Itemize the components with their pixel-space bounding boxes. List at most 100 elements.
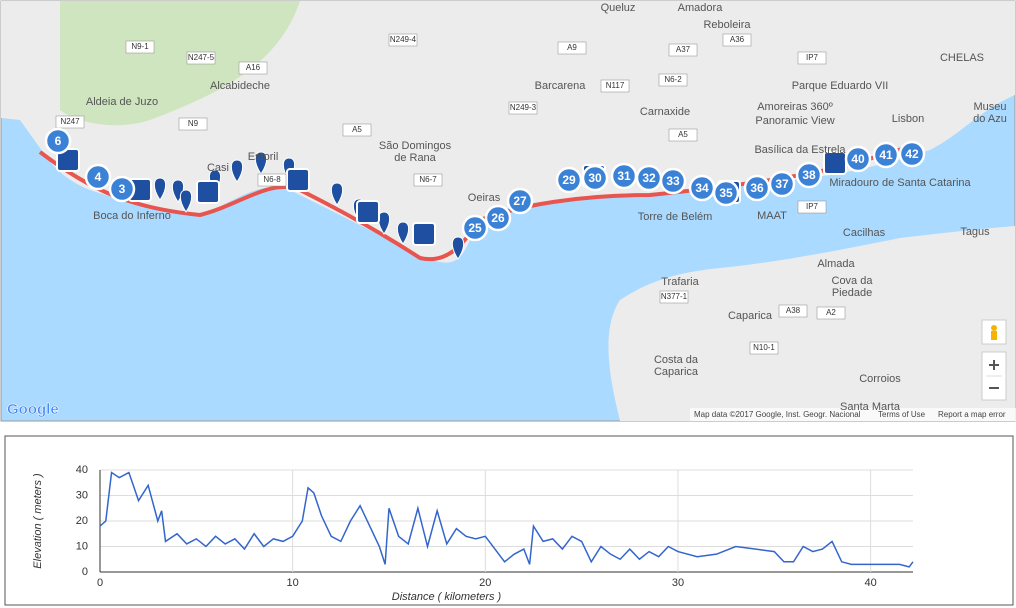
place-label: Barcarena (535, 80, 587, 92)
facility-icon[interactable] (412, 222, 436, 246)
km-marker-label: 37 (775, 177, 789, 191)
y-tick-label: 10 (76, 540, 88, 552)
road-shield (257, 173, 287, 187)
chart-frame (4, 435, 1014, 606)
km-marker[interactable] (659, 167, 687, 195)
y-tick-label: 0 (82, 566, 88, 578)
road-label: IP7 (806, 53, 819, 62)
place-label: MAAT (757, 210, 787, 222)
km-marker[interactable] (84, 163, 112, 191)
road-label: A2 (826, 308, 836, 317)
km-marker-label: 42 (905, 147, 919, 161)
km-marker-label: 41 (879, 148, 893, 162)
place-label: Torre de Belém (638, 211, 713, 223)
road-shield (797, 200, 827, 214)
km-marker[interactable] (712, 179, 740, 207)
km-marker-label: 27 (513, 194, 527, 208)
pin[interactable] (451, 236, 465, 260)
road-label: N249-3 (510, 103, 537, 112)
y-tick-label: 40 (76, 464, 88, 476)
x-axis-label: Distance ( kilometers ) (392, 591, 502, 603)
road-shield (557, 41, 587, 55)
road-shield (816, 306, 846, 320)
place-label: Trafaria (661, 276, 699, 288)
road-shield (125, 40, 155, 54)
km-marker-label: 36 (750, 181, 764, 195)
pin[interactable] (377, 211, 391, 235)
pin[interactable] (230, 159, 244, 183)
place-label: Basílica da Estrela (754, 144, 846, 156)
road-shield (413, 173, 443, 187)
pegman[interactable] (981, 319, 1007, 345)
south-land (608, 226, 1015, 421)
road-label: N6-7 (419, 175, 437, 184)
km-marker[interactable] (872, 141, 900, 169)
km-marker[interactable] (44, 127, 72, 155)
terms-link[interactable]: Terms of Use (878, 410, 926, 419)
place-label: Cacilhas (843, 227, 886, 239)
km-marker[interactable] (461, 214, 489, 242)
facility-icon[interactable] (196, 180, 220, 204)
km-marker[interactable] (506, 187, 534, 215)
x-tick-label: 30 (672, 577, 684, 589)
place-label: de Rana (394, 152, 436, 164)
road-label: A37 (676, 45, 691, 54)
road-shield (778, 304, 808, 318)
road-shield (55, 115, 85, 129)
place-label: Alcabideche (210, 80, 270, 92)
place-label: Panoramic View (755, 115, 834, 127)
x-tick-label: 10 (287, 577, 299, 589)
report-link[interactable]: Report a map error (938, 410, 1006, 419)
elevation-line (99, 471, 914, 568)
x-tick-label: 20 (479, 577, 491, 589)
park-area (60, 1, 300, 126)
road-label: A9 (567, 43, 577, 52)
km-marker-label: 4 (95, 170, 102, 184)
facility-icon[interactable] (356, 200, 380, 224)
pin[interactable] (396, 221, 410, 245)
road-label: A36 (730, 35, 745, 44)
km-marker[interactable] (898, 140, 926, 168)
road-label: N6-8 (263, 175, 281, 184)
pin[interactable] (330, 182, 344, 206)
place-label: Reboleira (703, 19, 751, 31)
km-marker[interactable] (581, 164, 609, 192)
place-label: Lisbon (892, 113, 924, 125)
map[interactable]: Queluz Amadora Reboleira Parque Eduardo VII… (0, 0, 1016, 422)
km-marker[interactable] (555, 166, 583, 194)
place-label: Caparica (654, 366, 699, 378)
place-label: Carnaxide (640, 106, 690, 118)
km-marker-label: 32 (642, 171, 656, 185)
pin[interactable] (153, 177, 167, 201)
place-label: Amadora (678, 2, 724, 14)
km-marker[interactable] (484, 204, 512, 232)
km-marker-label: 30 (588, 171, 602, 185)
road-shield (659, 290, 689, 304)
km-marker[interactable] (108, 175, 136, 203)
km-marker[interactable] (844, 145, 872, 173)
road-label: A5 (352, 125, 362, 134)
road-shield (508, 101, 538, 115)
km-marker-label: 35 (719, 186, 733, 200)
road-label: N247 (60, 117, 80, 126)
road-shield (668, 43, 698, 57)
pin[interactable] (179, 189, 193, 213)
km-marker-label: 40 (851, 152, 865, 166)
place-label: Museu (973, 101, 1006, 113)
road-label: A16 (246, 63, 261, 72)
pin[interactable] (254, 151, 268, 175)
place-label: Aldeia de Juzo (86, 96, 158, 108)
km-marker[interactable] (743, 174, 771, 202)
attribution: Map data ©2017 Google, Inst. Geogr. Naci… (694, 410, 861, 419)
road-shield (238, 61, 268, 75)
km-marker[interactable] (768, 170, 796, 198)
facility-icon[interactable] (286, 168, 310, 192)
km-marker[interactable] (795, 161, 823, 189)
road-label: A5 (678, 130, 688, 139)
google-logo: Google (7, 401, 59, 418)
road-shield (658, 73, 688, 87)
place-label: Queluz (601, 2, 636, 14)
road-label: N9 (188, 119, 199, 128)
zoom-control[interactable] (981, 351, 1007, 401)
place-label: Santa Marta (840, 401, 901, 413)
